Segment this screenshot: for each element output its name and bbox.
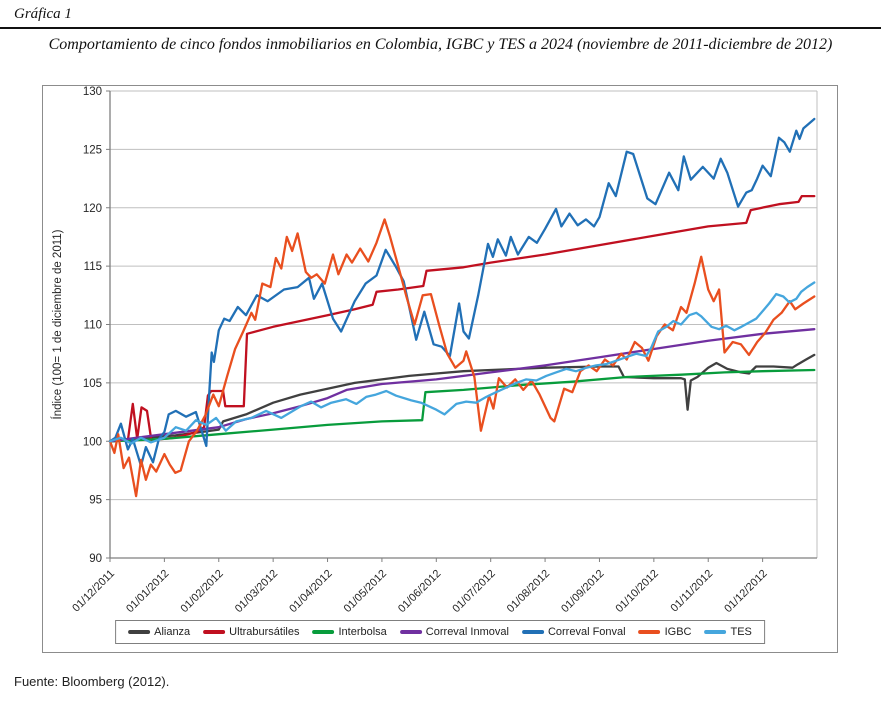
- x-tick-label: 01/06/2012: [396, 568, 443, 615]
- legend-label-ultraburs-tiles: Ultrabursátiles: [229, 626, 300, 638]
- legend-item-alianza: Alianza: [128, 626, 190, 638]
- horizontal-rule: [0, 27, 881, 29]
- legend-item-correval-fonval: Correval Fonval: [521, 626, 626, 638]
- series-line-igbc: [108, 218, 816, 498]
- x-tick-label: 01/10/2012: [614, 568, 661, 615]
- x-tick-label: 01/04/2012: [287, 568, 334, 615]
- y-tick-label: 105: [83, 378, 102, 390]
- y-tick-label: 130: [83, 86, 102, 98]
- legend-swatch-igbc: [638, 630, 661, 634]
- y-tick-label: 95: [89, 495, 102, 507]
- chart-figure: 90 95 100 105 110 115 120 125 130 01/12/2011 01/01…: [42, 85, 838, 653]
- legend-item-ultraburs-tiles: Ultrabursátiles: [203, 626, 299, 638]
- y-tick-label: 115: [84, 261, 102, 273]
- legend-swatch-alianza: [128, 630, 151, 634]
- legend-label-igbc: IGBC: [664, 626, 692, 638]
- legend-swatch-correval-inmoval: [399, 630, 422, 634]
- series-line-correval-fonval: [108, 117, 816, 467]
- x-tick-label: 01/03/2012: [233, 568, 280, 615]
- legend-label-correval-inmoval: Correval Inmoval: [425, 626, 509, 638]
- y-tick-label: 90: [89, 553, 102, 565]
- x-tick-label: 01/09/2012: [559, 568, 606, 615]
- plot-svg: 90 95 100 105 110 115 120 125 130 01/12/2011 01/01…: [51, 86, 818, 615]
- y-tick-label: 100: [83, 436, 102, 448]
- y-tick-label: 125: [83, 144, 102, 156]
- x-tick-label: 01/07/2012: [450, 568, 497, 615]
- legend-item-correval-inmoval: Correval Inmoval: [399, 626, 509, 638]
- legend-swatch-ultraburs-tiles: [203, 630, 226, 634]
- chart-legend: Alianza Ultrabursátiles Interbolsa Correval…: [115, 620, 765, 644]
- x-tick-label: 01/02/2012: [178, 568, 225, 615]
- x-tick-label: 01/01/2012: [124, 568, 171, 615]
- legend-item-igbc: IGBC: [638, 626, 692, 638]
- legend-item-interbolsa: Interbolsa: [312, 626, 387, 638]
- source-note: Fuente: Bloomberg (2012).: [14, 674, 170, 689]
- x-tick-label: 01/05/2012: [342, 568, 389, 615]
- x-tick-label: 01/12/2011: [70, 568, 117, 615]
- legend-label-tes: TES: [730, 626, 752, 638]
- legend-swatch-interbolsa: [312, 630, 335, 634]
- y-tick-label: 120: [83, 203, 102, 215]
- legend-swatch-tes: [704, 630, 727, 634]
- legend-swatch-correval-fonval: [521, 630, 544, 634]
- y-axis-title: Índice (100= 1 de diciembre de 2011): [51, 229, 64, 419]
- chart-title: Comportamiento de cinco fondos inmobilia…: [48, 36, 833, 53]
- legend-label-correval-fonval: Correval Fonval: [547, 626, 626, 638]
- series-line-correval-inmoval: [108, 328, 816, 443]
- series-line-interbolsa: [108, 368, 816, 443]
- legend-label-interbolsa: Interbolsa: [338, 626, 387, 638]
- legend-item-tes: TES: [704, 626, 752, 638]
- y-tick-label: 110: [84, 320, 102, 332]
- x-tick-label: 01/11/2012: [669, 568, 716, 615]
- x-tick-label: 01/08/2012: [505, 568, 552, 615]
- legend-label-alianza: Alianza: [154, 626, 191, 638]
- series-line-tes: [108, 281, 816, 445]
- figure-label: Gráfica 1: [14, 6, 72, 22]
- x-tick-label: 01/12/2012: [722, 568, 769, 615]
